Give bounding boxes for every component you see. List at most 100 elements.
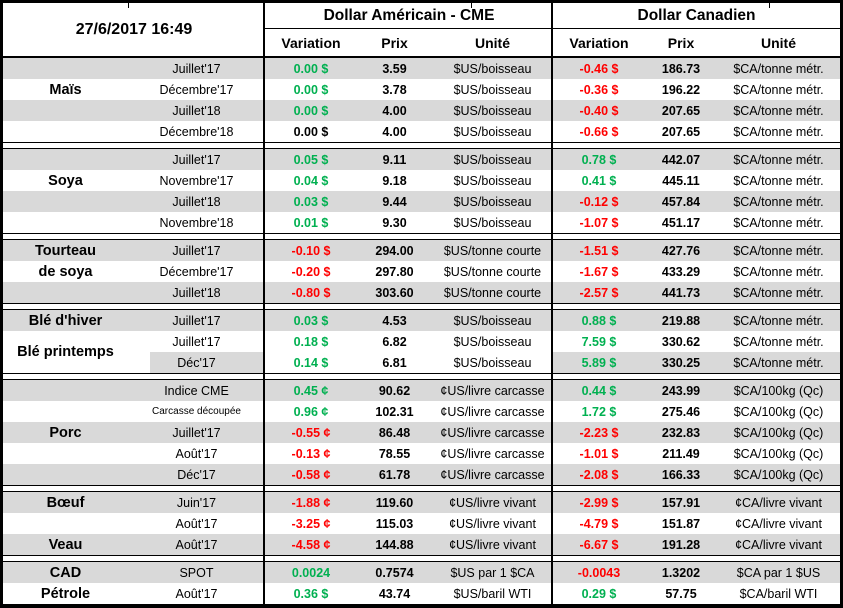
ca-unit-cell: $CA/tonne métr. (733, 124, 824, 139)
table-row: SPOT 0.0024 0.7574 $US par 1 $CA -0.0043 1.32… (3, 562, 840, 583)
ca-variation-cell: -6.67 $ (553, 534, 645, 555)
us-price-cell: 3.78 (382, 82, 407, 97)
contract-month-cell: SPOT (128, 562, 265, 583)
ca-unit-cell: $CA/tonne métr. (717, 240, 840, 261)
us-price-cell: 9.44 (357, 191, 432, 212)
ca-price-cell: 207.65 (645, 100, 717, 121)
us-unit-cell: ¢US/livre carcasse (440, 404, 545, 419)
commodity-cell (3, 422, 128, 443)
us-variation-cell: 0.05 $ (265, 149, 357, 170)
commodity-label: Porc (49, 424, 82, 441)
us-price-cell: 102.31 (375, 404, 414, 419)
us-variation-cell: 0.04 $ (293, 173, 329, 188)
table-row: Déc'17 0.14 $ 6.81 $US/boisseau 5.89 $330.25… (3, 352, 840, 373)
ca-unit-cell: $CA/tonne métr. (733, 334, 824, 349)
us-variation-cell: 0.01 $ (293, 215, 329, 230)
ca-price-cell: 442.07 (645, 149, 717, 170)
commodity-cell (3, 149, 128, 170)
us-unit-cell: $US/boisseau (432, 310, 553, 331)
ca-price-cell: 441.73 (645, 282, 717, 303)
table-header: 27/6/2017 16:49 Dollar Américain - CME D… (3, 3, 840, 58)
table-row: Août'17 0.36 $ 43.74 $US/baril WTI 0.29 $ 57.… (3, 583, 840, 604)
ca-price-cell: 196.22 (661, 82, 701, 97)
us-variation-cell: 0.96 ¢ (293, 404, 329, 419)
table-row: Décembre'17 0.00 $ 3.78 $US/boisseau -0.36 $… (3, 79, 840, 100)
us-variation-cell: 0.00 $ (265, 100, 357, 121)
ca-price-cell: 157.91 (645, 492, 717, 513)
ca-price-cell: 457.84 (645, 191, 717, 212)
table-row: Juillet'17 0.03 $4.53 $US/boisseau 0.88 $21… (3, 310, 840, 331)
us-price-cell: 303.60 (357, 282, 432, 303)
ca-variation-cell: -2.99 $ (553, 492, 645, 513)
column-tick-mark (128, 3, 129, 8)
ca-price-cell: 151.87 (661, 516, 701, 531)
us-price-cell: 4.53 (357, 310, 432, 331)
contract-month-cell: Juillet'17 (128, 58, 265, 79)
table-row: Décembre'18 0.00 $ 4.00 $US/boisseau -0.66 $… (3, 121, 840, 142)
us-unit-cell: $US/boisseau (453, 334, 532, 349)
table-row: Juillet'17 0.05 $9.11 $US/boisseau 0.78 $44… (3, 149, 840, 170)
commodity-label: CAD (49, 564, 82, 581)
commodity-label: Pétrole (40, 585, 91, 602)
table-row: Novembre'18 0.01 $ 9.30 $US/boisseau -1.07 $… (3, 212, 840, 233)
us-unit-cell: $US/boisseau (453, 173, 532, 188)
us-unit-cell: $US/tonne courte (443, 264, 542, 279)
us-price-cell: 43.74 (378, 586, 411, 601)
us-unit-cell: ¢US/livre vivant (432, 492, 553, 513)
section-porc: Indice CME 0.45 ¢ 90.62 ¢US/livre carcasse 0… (3, 379, 840, 486)
ca-variation-cell: -0.36 $ (579, 82, 619, 97)
us-variation-cell: -1.88 ¢ (265, 492, 357, 513)
ca-unit-cell: $CA/tonne métr. (717, 191, 840, 212)
commodity-label: de soya (38, 263, 93, 280)
commodity-label: Maïs (49, 81, 82, 98)
contract-month-cell: Déc'17 (128, 464, 265, 485)
us-variation-cell: 0.00 $ (293, 124, 329, 139)
ca-price-cell: 451.17 (661, 215, 701, 230)
us-unit-cell: $US par 1 $CA (432, 562, 553, 583)
table-row: Décembre'17 -0.20 $ 297.80 $US/tonne courte… (3, 261, 840, 282)
ca-price-cell: 445.11 (662, 173, 700, 188)
section-boeuf-veau: Juin'17 -1.88 ¢ 119.60 ¢US/livre vivant -2.9… (3, 491, 840, 556)
ca-variation-cell: -2.23 $ (553, 422, 645, 443)
ca-variation-cell: 7.59 $ (581, 334, 617, 349)
ca-variation-cell: -1.01 $ (579, 446, 619, 461)
us-variation-cell: 0.45 ¢ (265, 380, 357, 401)
section-soya: Juillet'17 0.05 $9.11 $US/boisseau 0.78 $44… (3, 148, 840, 234)
commodity-cell (3, 534, 128, 555)
us-variation-cell: 0.14 $ (293, 355, 329, 370)
ca-unit-cell: $CA/100kg (Qc) (717, 422, 840, 443)
ca-unit-cell: $CA par 1 $US (717, 562, 840, 583)
contract-month-cell: Juillet'17 (172, 334, 221, 349)
us-price-cell: 6.82 (382, 334, 407, 349)
ca-price-cell: 1.3202 (645, 562, 717, 583)
commodity-label: Veau (48, 536, 83, 553)
ca-price-cell: 427.76 (645, 240, 717, 261)
contract-month-cell: Juillet'17 (128, 149, 265, 170)
ca-unit-cell: $CA/baril WTI (739, 586, 818, 601)
ca-variation-cell: 0.78 $ (553, 149, 645, 170)
ca-variation-cell: -1.67 $ (579, 264, 619, 279)
table-row: Juin'17 -1.88 ¢ 119.60 ¢US/livre vivant -2.9… (3, 492, 840, 513)
ca-price-cell: 275.46 (661, 404, 701, 419)
ca-price-cell: 330.62 (661, 334, 701, 349)
contract-month-cell: Déc'17 (128, 352, 265, 373)
us-price-cell: 9.18 (382, 173, 407, 188)
us-price-cell: 119.60 (357, 492, 432, 513)
contract-month-cell: Juillet'17 (128, 422, 265, 443)
table-row: Juillet'17 0.00 $3.59 $US/boisseau -0.46 $1… (3, 58, 840, 79)
table-row: Juillet'18 -0.80 $303.60 $US/tonne courte -… (3, 282, 840, 303)
contract-month-cell: Juillet'18 (128, 282, 265, 303)
ca-unit-cell: $CA/100kg (Qc) (733, 404, 824, 419)
table-row: Juillet'17 -0.55 ¢ 86.48 ¢US/livre carcasse… (3, 422, 840, 443)
us-price-cell: 61.78 (357, 464, 432, 485)
us-price-cell: 78.55 (378, 446, 411, 461)
ca-variation-cell: -2.08 $ (553, 464, 645, 485)
us-variation-cell: -0.80 $ (265, 282, 357, 303)
commodity-cell (3, 443, 128, 464)
ca-variation-cell: 1.72 $ (581, 404, 617, 419)
ca-variation-cell: 0.41 $ (581, 173, 617, 188)
us-unit-cell: $US/boisseau (432, 100, 553, 121)
contract-month-cell: Novembre'18 (159, 215, 234, 230)
ca-unit-cell: $CA/tonne métr. (717, 352, 840, 373)
